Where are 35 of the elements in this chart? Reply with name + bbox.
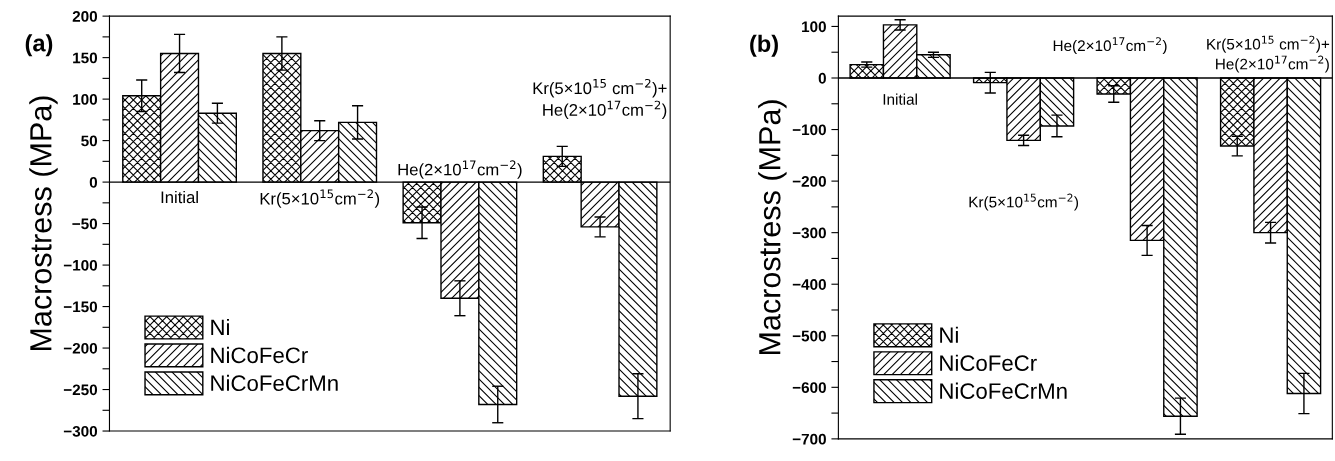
- y-tick-label: 200: [72, 11, 98, 22]
- y-axis-title: Macrostress (MPa): [758, 100, 787, 355]
- y-tick-label: −200: [792, 175, 826, 187]
- y-tick-label: −300: [63, 425, 98, 437]
- legend-label: Ni: [211, 318, 229, 335]
- y-tick-label: 150: [73, 52, 98, 64]
- category-label: Initial: [161, 190, 198, 204]
- y-tick-label: −150: [63, 301, 98, 313]
- y-tick-label: −100: [63, 259, 98, 271]
- y-tick-label: −700: [792, 433, 826, 445]
- y-tick-label: −200: [63, 342, 98, 354]
- legend-label: Ni: [940, 326, 958, 343]
- y-tick-label: −300: [792, 227, 826, 239]
- y-tick-label: 0: [89, 176, 98, 188]
- category-label: Kr(5×10$^{15}$ cm$^{−2}$)+ He(2×10$^{17}$cm$^{−2}$): [1207, 35, 1330, 73]
- legend-label: NiCoFeCr: [211, 346, 308, 364]
- text: (a): [25, 34, 53, 57]
- y-tick-label: −100: [792, 124, 826, 136]
- category-label: Kr(5×10$^{15}$cm$^{−2}$): [260, 189, 380, 208]
- category-label: Kr(5×10$^{15}$ cm$^{−2}$)+ He(2×10$^{17}$cm$^{−2}$): [533, 78, 667, 120]
- category-label: He(2×10$^{17}$cm$^{−2}$): [398, 160, 522, 179]
- y-tick-label: −50: [72, 218, 98, 230]
- legend-label: NiCoFeCrMn: [211, 374, 338, 392]
- text: (b): [750, 34, 778, 57]
- y-tick-label: 50: [81, 135, 98, 147]
- y-tick-label: 0: [818, 72, 826, 84]
- legend-label: NiCoFeCrMn: [940, 382, 1067, 399]
- y-tick-label: −250: [63, 384, 98, 396]
- y-tick-label: −500: [792, 330, 826, 342]
- legend-label: NiCoFeCr: [940, 354, 1037, 371]
- y-tick-label: −600: [792, 382, 826, 393]
- y-tick-label: 100: [73, 93, 98, 105]
- y-axis-title: Macrostress (MPa): [29, 96, 58, 351]
- y-tick-label: 100: [802, 21, 826, 33]
- y-tick-label: −400: [792, 279, 826, 290]
